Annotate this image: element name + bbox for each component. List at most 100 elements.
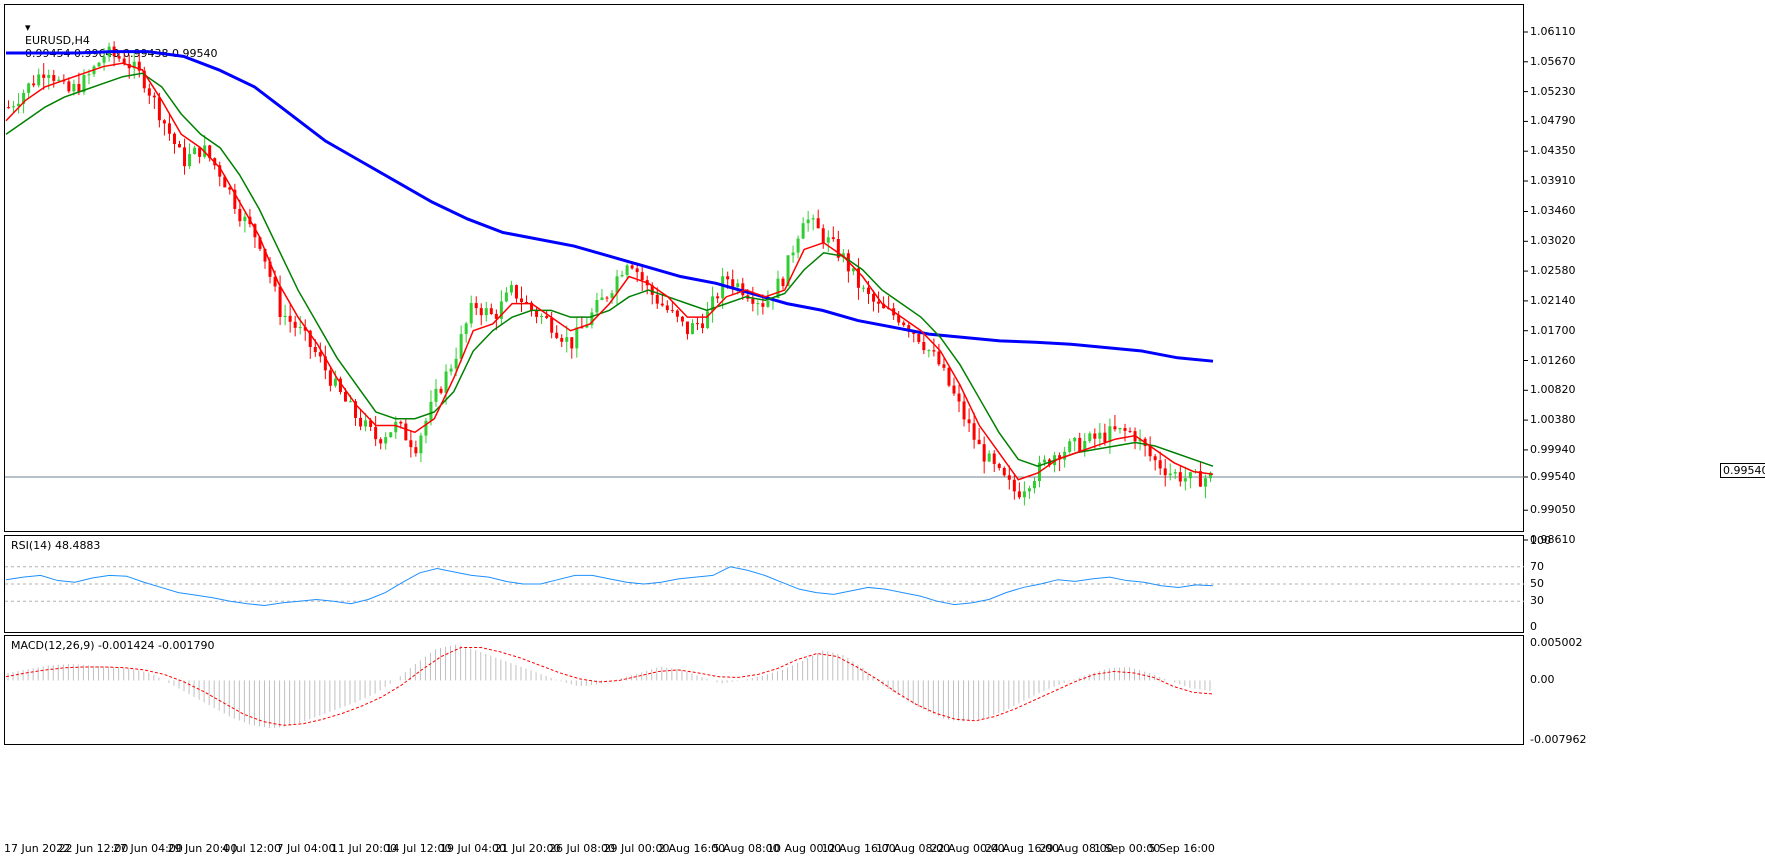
candle-body — [751, 298, 755, 304]
rsi-tick-label: 70 — [1530, 559, 1544, 573]
price-tick-label: 1.04350 — [1530, 144, 1576, 158]
time-tick-label: 17 Jun 2022 — [4, 842, 71, 855]
candle-body — [1118, 427, 1122, 430]
time-tick-label: 29 Jul 00:00 — [603, 842, 670, 855]
time-tick-label: 5 Aug 08:00 — [712, 842, 780, 855]
candle-body — [690, 323, 694, 335]
candle-body — [650, 285, 654, 295]
candle-body — [685, 321, 689, 335]
candle-body — [756, 303, 760, 305]
candle-body — [821, 228, 825, 243]
current-price-label: 0.99540 — [1720, 463, 1765, 478]
time-tick-label: 29 Aug 08:00 — [1039, 842, 1114, 855]
candle-body — [208, 145, 212, 159]
candle-body — [826, 237, 830, 243]
macd-panel[interactable]: MACD(12,26,9) -0.001424 -0.001790 — [4, 635, 1524, 745]
candle-body — [328, 370, 332, 386]
candle-body — [670, 310, 674, 312]
candle-body — [816, 218, 820, 229]
candle-body — [117, 56, 121, 59]
candle-body — [474, 303, 478, 309]
ma-slow-line — [6, 50, 1214, 363]
candle-body — [162, 120, 166, 124]
time-tick-label: 4 Jul 12:00 — [222, 842, 281, 855]
candle-body — [555, 332, 559, 338]
candle-body — [157, 97, 161, 121]
candle-body — [615, 276, 619, 294]
candle-body — [1078, 437, 1082, 452]
candle-body — [851, 268, 855, 272]
price-panel[interactable]: ▾ EURUSD,H4 0.99454 0.99643 0.99438 0.99… — [4, 4, 1524, 532]
candle-body — [1108, 426, 1112, 443]
candle-body — [42, 74, 46, 78]
price-tick-label: 1.03910 — [1530, 174, 1576, 187]
price-tick-label: 1.03020 — [1530, 234, 1576, 248]
rsi-tick-label: 0 — [1530, 620, 1537, 633]
candle-body — [982, 444, 986, 462]
candle-body — [147, 88, 151, 96]
candle-body — [1063, 451, 1067, 460]
macd-tick-label: 0.005002 — [1530, 636, 1583, 649]
time-tick-label: 2 Aug 16:00 — [658, 842, 726, 855]
time-tick-label: 5 Sep 16:00 — [1148, 842, 1215, 855]
candle-body — [877, 301, 881, 304]
ma-medium-line — [5, 72, 1214, 467]
candle-body — [836, 239, 840, 258]
candle-body — [369, 420, 373, 427]
candle-body — [243, 216, 247, 222]
collapse-icon[interactable]: ▾ — [25, 21, 31, 34]
candle-body — [872, 293, 876, 302]
candle-body — [1163, 468, 1167, 476]
candle-body — [1027, 488, 1031, 492]
candle-body — [932, 350, 936, 352]
candle-body — [47, 75, 51, 78]
candle-body — [907, 325, 911, 332]
price-tick-label: 0.99940 — [1530, 442, 1576, 456]
macd-title: MACD(12,26,9) -0.001424 -0.001790 — [11, 639, 215, 652]
candle-body — [665, 305, 669, 311]
candle-body — [1173, 472, 1177, 474]
candle-body — [379, 439, 383, 444]
candle-body — [600, 297, 604, 301]
candle-body — [429, 401, 433, 421]
candle-body — [806, 219, 810, 224]
candle-body — [570, 337, 574, 349]
candle-body — [640, 272, 644, 281]
candle-body — [364, 420, 368, 427]
candle-body — [1068, 441, 1072, 452]
candle-body — [424, 420, 428, 436]
time-tick-label: 26 Jul 08:00 — [549, 842, 615, 855]
candle-body — [399, 421, 403, 424]
candle-body — [132, 61, 136, 69]
candle-body — [122, 58, 126, 65]
time-tick-label: 19 Jul 04:00 — [440, 842, 506, 855]
candle-body — [726, 276, 730, 280]
candle-body — [716, 296, 720, 299]
candle-body — [354, 401, 358, 418]
candle-body — [22, 92, 26, 104]
candle-body — [233, 189, 237, 209]
candle-body — [560, 337, 564, 342]
candle-body — [575, 327, 579, 349]
candle-body — [454, 358, 458, 369]
candle-body — [706, 311, 710, 329]
time-tick-label: 24 Aug 16:00 — [985, 842, 1060, 855]
candle-body — [343, 391, 347, 402]
candle-body — [701, 323, 705, 329]
candle-body — [1158, 460, 1162, 469]
candle-body — [278, 286, 282, 317]
candle-body — [142, 70, 146, 89]
candle-body — [680, 316, 684, 322]
candle-body — [152, 95, 156, 98]
candle-body — [303, 327, 307, 331]
candle-body — [630, 265, 634, 269]
price-tick-label: 1.04790 — [1530, 114, 1576, 128]
macd-tick-label: 0.00 — [1530, 673, 1555, 687]
candle-body — [27, 83, 31, 93]
candle-body — [1043, 459, 1047, 463]
candle-body — [359, 417, 363, 427]
candle-body — [1007, 475, 1011, 480]
candle-body — [102, 56, 106, 63]
candle-body — [660, 303, 664, 306]
